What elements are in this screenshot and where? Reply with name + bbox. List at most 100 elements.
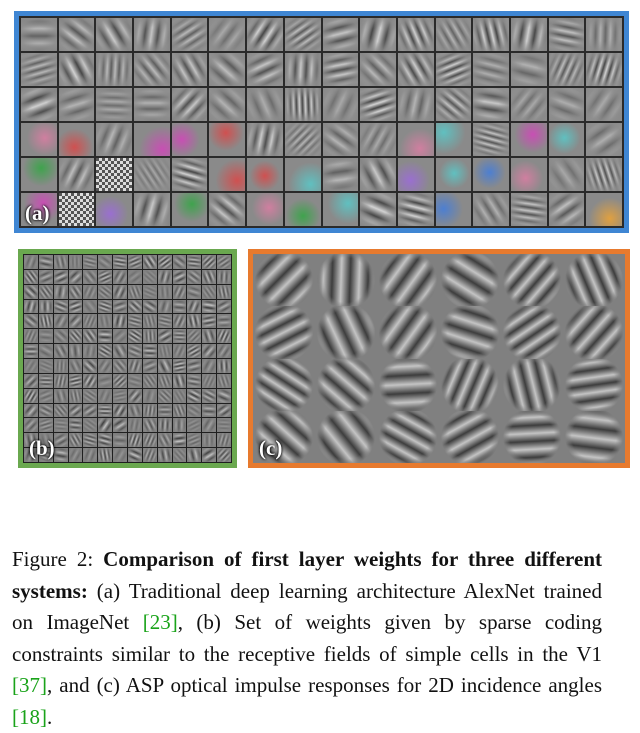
sparse-coding-filter-tile	[187, 358, 202, 373]
sparse-coding-filter-tile	[83, 269, 98, 284]
alexnet-filter-tile	[171, 193, 208, 226]
sparse-coding-filter-tile	[38, 433, 53, 448]
alexnet-filter-tile	[473, 88, 509, 121]
alexnet-filter-tile	[435, 88, 472, 121]
alexnet-filter-tile	[510, 123, 547, 156]
alexnet-filter-tile	[586, 88, 622, 121]
sparse-coding-filter-tile	[142, 433, 157, 448]
sparse-coding-filter-tile	[217, 418, 231, 433]
asp-impulse-response-tile	[439, 410, 501, 463]
sparse-coding-filter-tile	[68, 448, 83, 462]
sparse-coding-filter-tile	[127, 255, 142, 269]
asp-impulse-response-tile	[501, 254, 563, 307]
sparse-coding-filter-tile	[53, 433, 68, 448]
sparse-coding-filter-tile	[127, 299, 142, 314]
sparse-coding-filter-tile	[217, 344, 231, 358]
sparse-coding-filter-tile	[113, 314, 127, 329]
sparse-coding-filter-tile	[172, 284, 187, 299]
sparse-coding-filter-tile	[24, 403, 38, 418]
alexnet-filter-tile	[473, 18, 509, 51]
panel-b-sparse-coding-filters: (b)	[18, 249, 237, 468]
asp-impulse-response-tile	[253, 254, 315, 307]
sparse-coding-filter-tile	[68, 329, 83, 344]
sparse-coding-filter-tile	[98, 433, 113, 448]
sparse-coding-filter-tile	[113, 255, 127, 269]
sparse-coding-filter-tile	[38, 269, 53, 284]
sparse-coding-filter-tile	[38, 255, 53, 269]
alexnet-filter-tile	[58, 88, 95, 121]
alexnet-filter-tile	[548, 123, 585, 156]
sparse-coding-filter-tile	[38, 344, 53, 358]
sparse-coding-filter-tile	[127, 418, 142, 433]
sparse-coding-filter-tile	[172, 448, 187, 462]
sparse-coding-filter-tile	[142, 418, 157, 433]
alexnet-filter-tile	[21, 53, 57, 86]
sparse-coding-filter-tile	[172, 255, 187, 269]
sparse-coding-filter-tile	[217, 329, 231, 344]
panel-a-alexnet-filters: (a)	[14, 11, 629, 233]
sparse-coding-filter-tile	[187, 403, 202, 418]
alexnet-filter-tile	[397, 88, 434, 121]
sparse-coding-filter-tile	[53, 403, 68, 418]
sparse-coding-filter-tile	[53, 314, 68, 329]
sparse-coding-filter-tile	[142, 284, 157, 299]
sparse-coding-filter-tile	[127, 358, 142, 373]
alexnet-filter-tile	[247, 53, 283, 86]
sparse-coding-filter-tile	[24, 433, 38, 448]
sparse-coding-filter-tile	[98, 448, 113, 462]
sparse-coding-filter-tile	[202, 433, 217, 448]
sparse-coding-filter-tile	[127, 269, 142, 284]
caption-prefix: Figure 2:	[12, 547, 104, 571]
asp-impulse-response-tile	[563, 410, 625, 463]
sparse-coding-filter-tile	[98, 299, 113, 314]
sparse-coding-filter-tile	[202, 418, 217, 433]
alexnet-filter-tile	[435, 123, 472, 156]
alexnet-filter-tile	[322, 53, 359, 86]
sparse-coding-filter-tile	[53, 299, 68, 314]
sparse-coding-filter-tile	[38, 314, 53, 329]
alexnet-filter-tile	[21, 123, 57, 156]
asp-impulse-response-tile	[377, 306, 439, 359]
sparse-coding-filter-tile	[142, 373, 157, 388]
alexnet-filter-tile	[284, 53, 321, 86]
sparse-coding-filter-tile	[157, 403, 172, 418]
sparse-coding-filter-tile	[113, 329, 127, 344]
sparse-coding-filter-tile	[98, 403, 113, 418]
sparse-coding-filter-tile	[157, 255, 172, 269]
alexnet-filter-tile	[397, 18, 434, 51]
sparse-coding-filter-tile	[202, 314, 217, 329]
sparse-coding-filter-tile	[83, 314, 98, 329]
sparse-coding-filter-tile	[113, 358, 127, 373]
citation-link-23[interactable]: [23]	[142, 610, 178, 634]
sparse-coding-filter-tile	[217, 373, 231, 388]
sparse-coding-filter-tile	[187, 418, 202, 433]
alexnet-filter-tile	[473, 123, 509, 156]
sparse-coding-filter-tile	[24, 314, 38, 329]
sparse-coding-filter-tile	[83, 433, 98, 448]
sparse-coding-filter-tile	[142, 299, 157, 314]
sparse-coding-filter-tile	[38, 358, 53, 373]
sparse-coding-filter-tile	[98, 329, 113, 344]
citation-link-37[interactable]: [37]	[12, 673, 47, 697]
sparse-coding-filter-tile	[68, 255, 83, 269]
sparse-coding-filter-tile	[24, 269, 38, 284]
sparse-coding-filter-tile	[83, 329, 98, 344]
sparse-coding-filter-tile	[113, 269, 127, 284]
citation-link-18[interactable]: [18]	[12, 704, 47, 729]
asp-impulse-response-tile	[315, 410, 377, 463]
asp-impulse-response-tile	[563, 254, 625, 307]
sparse-coding-filter-tile	[38, 284, 53, 299]
alexnet-filter-tile	[322, 88, 359, 121]
sparse-coding-filter-tile	[142, 344, 157, 358]
alexnet-filter-tile	[435, 193, 472, 226]
alexnet-filter-tile	[360, 123, 396, 156]
sparse-coding-filter-tile	[217, 403, 231, 418]
sparse-coding-filter-tile	[98, 373, 113, 388]
sparse-coding-filter-tile	[142, 269, 157, 284]
sparse-coding-filter-tile	[98, 344, 113, 358]
panel-c-asp-impulse-responses: (c)	[248, 249, 630, 468]
sparse-coding-filter-tile	[38, 373, 53, 388]
sparse-coding-filter-tile	[202, 358, 217, 373]
alexnet-filter-tile	[209, 123, 246, 156]
alexnet-filter-tile	[586, 158, 622, 191]
